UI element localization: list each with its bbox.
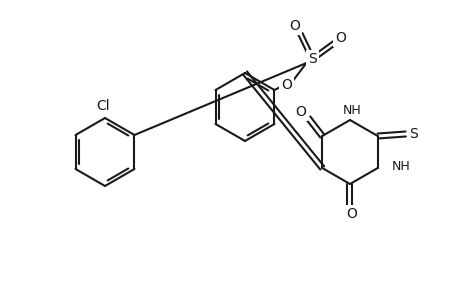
Text: S: S [409,127,417,141]
Text: O: O [346,207,357,221]
Text: S: S [308,52,316,66]
Text: NH: NH [342,103,361,116]
Text: NH: NH [391,160,409,172]
Text: O: O [280,78,291,92]
Text: Cl: Cl [96,99,110,113]
Text: O: O [288,19,299,33]
Text: O: O [334,31,345,45]
Text: O: O [294,105,305,119]
